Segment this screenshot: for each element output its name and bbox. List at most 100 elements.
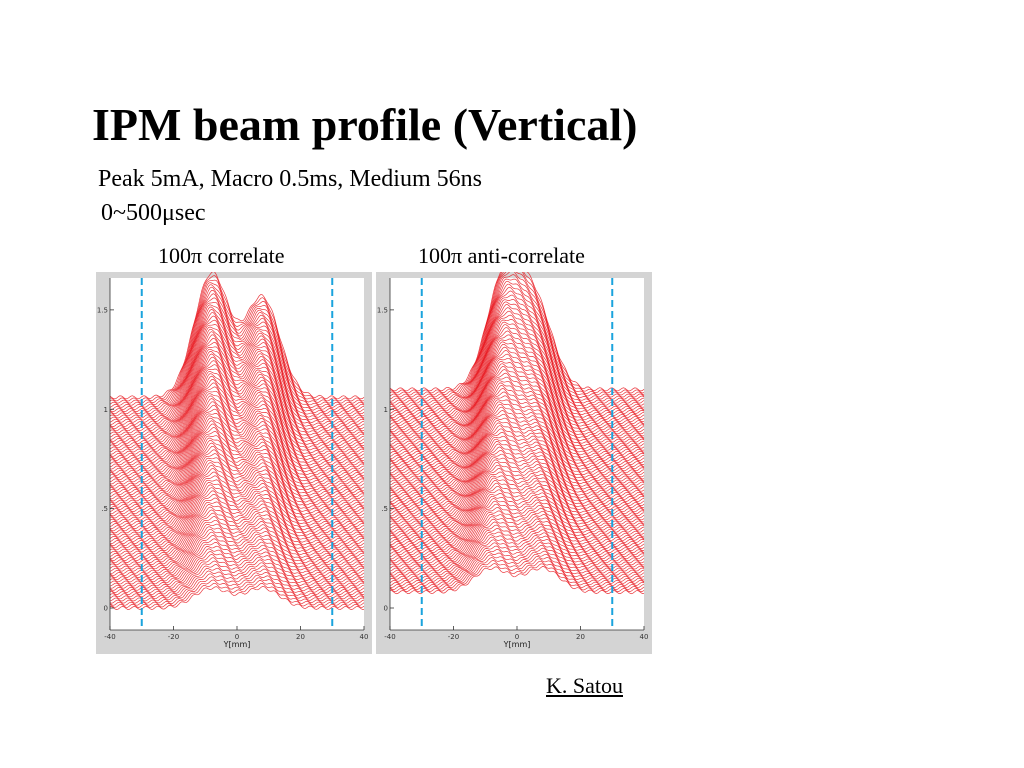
profile-trace [389,446,645,513]
profile-trace [109,404,365,489]
trace-group [389,272,645,595]
profile-trace [389,554,645,586]
profile-trace [109,312,365,427]
chart-2-frame: -40 -20 0 20 40 0 .5 1 1.5 Y[mm] [376,272,652,654]
profile-trace [109,284,365,408]
y-tick-label: 1.5 [377,306,388,314]
profile-trace [109,346,365,449]
chart-2-plot: -40 -20 0 20 40 0 .5 1 1.5 Y[mm] [377,272,649,649]
profile-trace [389,299,645,416]
profile-trace [389,507,645,554]
profile-trace [389,461,645,523]
profile-trace [109,579,365,606]
profile-trace [109,567,365,598]
profile-trace [110,542,365,581]
profile-trace [389,280,645,406]
profile-trace [109,570,365,600]
profile-trace [109,439,365,513]
profile-trace [389,514,645,558]
profile-trace [389,457,645,519]
profile-trace [109,586,365,610]
profile-trace [389,542,645,578]
profile-trace [389,301,645,418]
profile-trace [390,524,645,566]
profile-trace [109,490,365,547]
profile-trace [389,428,645,500]
y-tick-label: .5 [381,505,388,513]
profile-trace [389,324,645,433]
profile-trace [109,337,365,444]
profile-trace [389,539,645,576]
profile-trace [389,464,645,525]
profile-trace [109,482,365,540]
y-tick-label: 1.5 [97,306,108,314]
profile-trace [109,423,365,502]
profile-trace [109,301,365,419]
y-tick-label: 1 [384,406,388,414]
profile-trace [109,382,365,474]
profile-trace [389,443,645,511]
profile-trace [389,477,645,533]
profile-trace [389,403,645,484]
profile-trace [389,272,645,400]
profile-trace [389,489,645,541]
profile-trace [389,413,645,490]
profile-trace [389,307,645,423]
profile-trace [109,401,365,487]
chart-1-frame: -40 -20 0 20 40 0 .5 1 1.5 Y[mm] [96,272,372,654]
x-tick-label: 20 [296,633,305,641]
profile-trace [109,275,365,402]
profile-trace [389,450,645,515]
profile-trace [109,526,365,570]
profile-trace [389,557,645,588]
profile-trace [389,480,645,535]
profile-trace [389,498,645,547]
profile-trace [109,379,365,472]
profile-trace [389,453,645,517]
profile-trace [109,471,365,534]
profile-trace [389,420,645,494]
profile-trace [389,327,645,435]
profile-trace [109,360,365,459]
profile-trace [389,536,645,574]
profile-trace [389,441,645,509]
profile-trace [109,398,365,485]
profile-trace [109,459,365,525]
profile-trace [109,348,365,451]
x-tick-label: 0 [235,633,239,641]
profile-trace [389,549,645,582]
profile-trace [109,576,365,604]
profile-trace [389,274,645,402]
profile-trace [109,308,365,425]
profile-trace [109,484,365,542]
profile-trace [109,272,365,400]
profile-trace [109,408,365,491]
profile-trace [389,272,645,392]
profile-trace [389,521,645,564]
profile-trace [389,391,645,476]
x-tick-label: 40 [640,633,649,641]
profile-trace [109,487,365,544]
profile-trace [389,566,645,595]
profile-trace [389,510,645,556]
x-tick-label: 0 [515,633,519,641]
profile-trace [389,531,645,570]
profile-trace [109,497,365,551]
profile-trace [109,364,365,461]
profile-trace [109,442,365,515]
profile-trace [389,563,645,592]
profile-trace [109,545,365,583]
x-tick-label: -40 [104,633,115,641]
profile-trace [109,435,365,508]
profile-trace [109,475,365,536]
profile-trace [389,471,645,529]
profile-trace [109,413,365,493]
chart-1-title: 100π correlate [158,243,285,268]
profile-trace [109,445,365,517]
profile-trace [109,286,365,410]
author-credit[interactable]: K. Satou [546,673,623,698]
profile-trace [109,427,365,504]
profile-trace [389,369,645,461]
profile-trace [109,334,365,442]
